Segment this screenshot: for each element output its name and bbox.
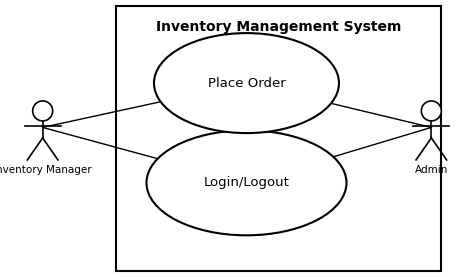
Text: Inventory Management System: Inventory Management System [156, 20, 401, 34]
Text: Place Order: Place Order [208, 77, 285, 89]
Text: Login/Logout: Login/Logout [203, 176, 290, 189]
Bar [116, 6, 441, 271]
Circle shape [33, 101, 53, 121]
Text: Admin: Admin [415, 165, 448, 175]
Circle shape [421, 101, 441, 121]
Text: Inventory Manager: Inventory Manager [0, 165, 92, 175]
Ellipse shape [154, 33, 339, 133]
Ellipse shape [146, 130, 346, 235]
